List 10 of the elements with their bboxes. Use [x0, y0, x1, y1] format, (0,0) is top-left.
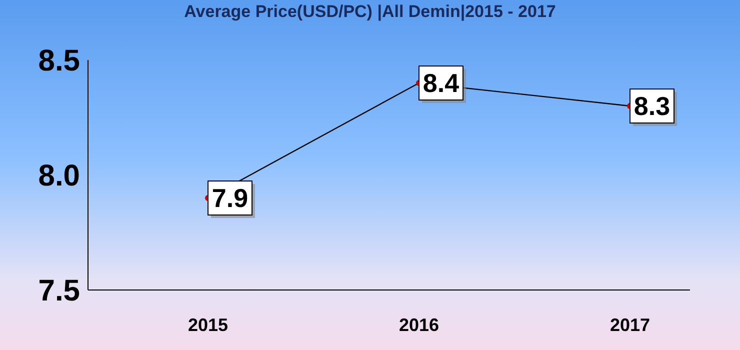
y-tick-label: 7.5 — [38, 274, 80, 308]
data-label: 8.3 — [634, 91, 670, 121]
chart-title: Average Price(USD/PC) |All Demin|2015 - 2017 — [183, 2, 557, 22]
y-tick-label: 8.0 — [38, 160, 80, 193]
x-tick-label: 2017 — [610, 314, 650, 335]
x-tick-label: 2016 — [398, 314, 440, 335]
data-label: 7.9 — [212, 183, 248, 213]
x-tick-label: 2015 — [188, 314, 228, 335]
y-tick-label: 8.5 — [38, 44, 80, 78]
data-label: 8.4 — [422, 68, 460, 98]
